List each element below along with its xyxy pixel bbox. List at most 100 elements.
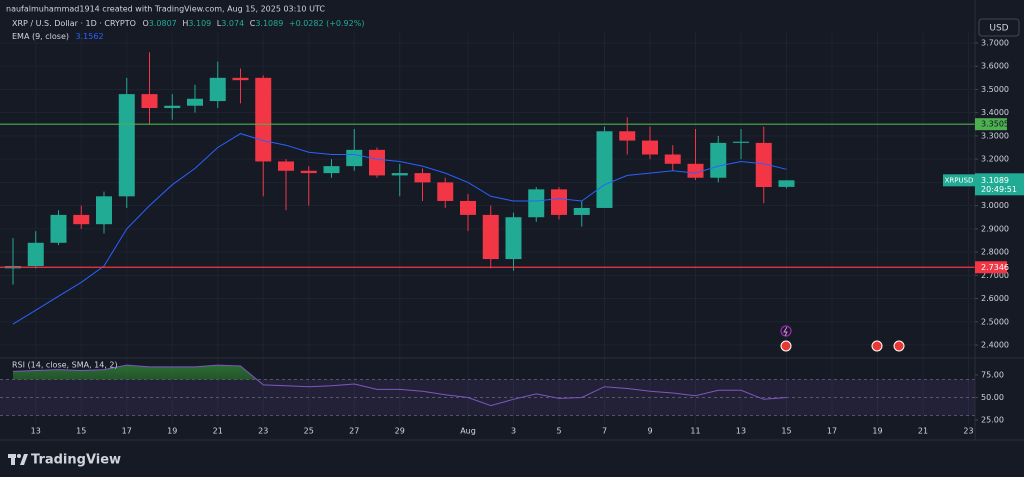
ema-name: EMA (9, close) [12, 32, 69, 41]
candle-body [278, 161, 294, 171]
candle-body [187, 98, 203, 106]
candle-body [50, 214, 67, 243]
candle-body [733, 141, 749, 143]
mark-layer [0, 52, 975, 407]
candle-body [323, 166, 340, 174]
x-tick-label: 29 [395, 427, 405, 436]
candle-body [596, 131, 613, 208]
candle-body [255, 77, 272, 162]
x-tick-label: 3 [511, 427, 516, 436]
ohlc-change: +0.0282 (+0.92%) [289, 19, 365, 28]
x-tick-label: 17 [122, 427, 132, 436]
y-tick-label: 3.4000 [981, 108, 1009, 117]
y-tick-label: 3.2000 [981, 155, 1009, 164]
candle-body [551, 189, 567, 215]
y-tick-label: 3.0000 [981, 201, 1009, 210]
ohlc-prefix: L [217, 19, 222, 28]
currency-button[interactable] [978, 18, 1020, 37]
logo-part [17, 454, 21, 458]
candle-body [437, 182, 454, 201]
candle-body [687, 163, 704, 178]
last-price-box [975, 173, 1024, 196]
event-icon[interactable] [893, 340, 905, 352]
x-tick-label: 27 [349, 427, 359, 436]
candle-body [482, 214, 499, 260]
ticker-label: XRPUSD [945, 176, 974, 184]
candle-body [414, 173, 431, 183]
x-tick-label: 23 [258, 427, 268, 436]
candle-body [710, 142, 727, 178]
x-tick-label: 19 [872, 427, 882, 436]
x-tick-label: 7 [602, 427, 607, 436]
x-tick-label: 9 [647, 427, 652, 436]
x-tick-label: 11 [690, 427, 700, 436]
line-price-label: 2.7346 [981, 263, 1009, 272]
x-tick-label: 5 [556, 427, 561, 436]
event-icons [780, 325, 905, 352]
last-price-label: 3.1089 [981, 176, 1009, 185]
candle-body [460, 200, 476, 215]
legend-symbol: XRP / U.S. Dollar · 1D · CRYPTO O3.0807 … [12, 19, 364, 28]
candle-body [300, 170, 317, 174]
y-tick-label: 3.3000 [981, 131, 1009, 140]
y-tick-label: 2.5000 [981, 317, 1009, 326]
x-tick-label: 13 [736, 427, 746, 436]
ohlc-high: 3.109 [188, 19, 211, 28]
ema-line [12, 133, 787, 325]
countdown-label: 20:49:51 [981, 185, 1017, 194]
event-bolt [783, 326, 788, 337]
y-tick-label: 3.5000 [981, 85, 1009, 94]
rsi-legend: RSI (14, close, SMA, 14, 2) [12, 361, 118, 370]
candle-body [118, 94, 135, 197]
candle-body [369, 149, 385, 176]
candle-body [209, 77, 226, 102]
x-tick-label: 25 [304, 427, 314, 436]
candle-body [778, 180, 795, 187]
logo-part [11, 454, 15, 465]
x-tick-label: Aug [460, 427, 476, 436]
candle-body [27, 242, 44, 267]
candle-body [755, 142, 772, 188]
logo-part [20, 454, 28, 465]
x-tick-label: 19 [167, 427, 177, 436]
x-tick-label: 13 [31, 427, 41, 436]
label-layer: 13 15 17 19 21 23 25 27 29 Aug 3 5 7 9 11 13 15 17 19 21 23 3… [31, 38, 1024, 436]
y-tick-label: 2.4000 [981, 341, 1009, 350]
candle-body [528, 189, 545, 218]
candle-body [73, 214, 90, 225]
y-tick-label: 2.6000 [981, 294, 1009, 303]
y-tick-label: 2.8000 [981, 248, 1009, 257]
legend-ema: EMA (9, close) 3.1562 [12, 32, 104, 41]
rsi-overbought-fill [13, 365, 257, 380]
ohlc-open: 3.0807 [149, 19, 177, 28]
x-tick-label: 15 [76, 427, 86, 436]
ticker-box [943, 174, 975, 187]
rsi-line [12, 364, 787, 407]
event-icon[interactable] [871, 340, 883, 352]
event-icon[interactable] [780, 340, 792, 352]
x-tick-label: 17 [827, 427, 837, 436]
symbol: XRP / U.S. Dollar · 1D · CRYPTO [12, 19, 136, 28]
ohlc-prefix: O [142, 19, 148, 28]
x-tick-label: 23 [963, 427, 973, 436]
x-tick-label: 21 [918, 427, 928, 436]
candle-body [346, 149, 363, 167]
ema-value: 3.1562 [76, 32, 104, 41]
y-tick-label: 2.9000 [981, 224, 1009, 233]
candle-body [664, 154, 681, 164]
y-tick-label: 3.7000 [981, 38, 1009, 47]
credit: naufalmuhammad1914 created with TradingV… [6, 5, 325, 14]
candle-body [573, 207, 590, 215]
x-tick-label: 21 [213, 427, 223, 436]
currency[interactable]: USD [989, 24, 1008, 34]
y-tick-label: 2.7000 [981, 271, 1009, 280]
line-price-box [975, 118, 1007, 131]
line-price-label: 3.3505 [981, 120, 1009, 129]
event-icon[interactable] [780, 325, 792, 337]
candle-body [96, 196, 112, 225]
candle-body [391, 173, 408, 176]
ohlc-low: 3.074 [221, 19, 244, 28]
x-tick-label: 15 [781, 427, 791, 436]
y-tick-label: 3.6000 [981, 62, 1009, 71]
